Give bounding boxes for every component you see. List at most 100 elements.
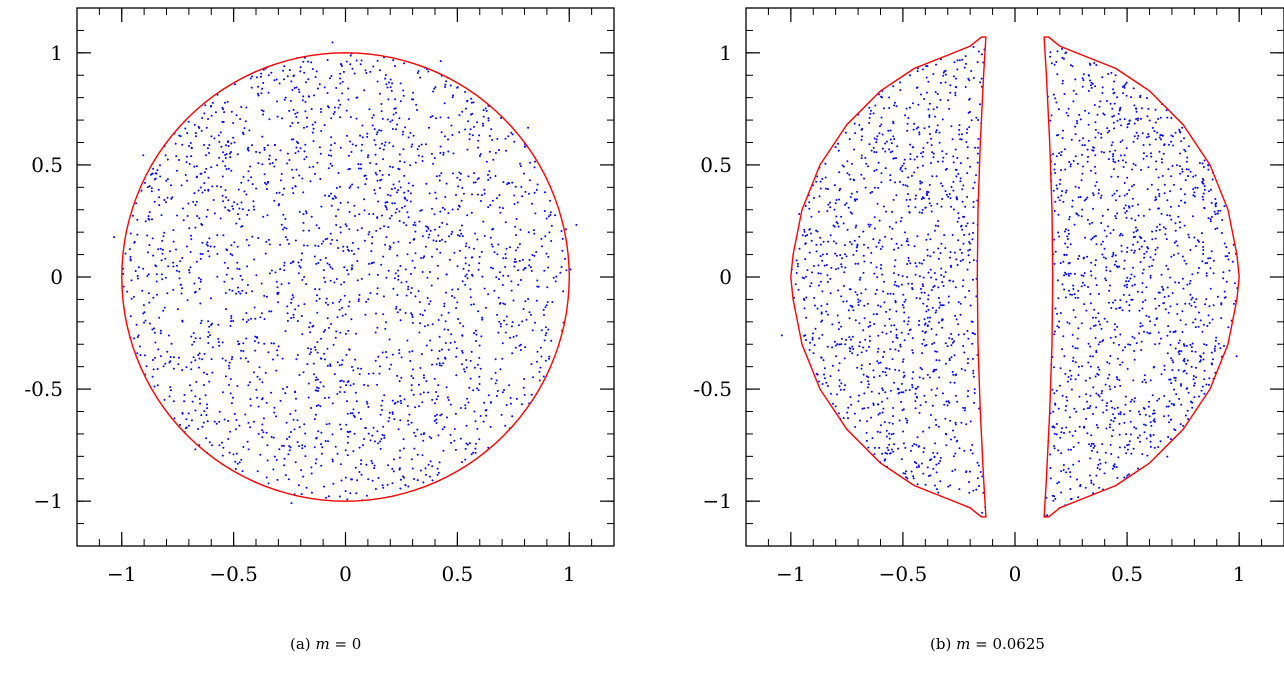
scatter-point — [965, 141, 968, 144]
scatter-point — [301, 333, 304, 336]
scatter-point — [164, 276, 167, 279]
scatter-point — [339, 116, 342, 119]
scatter-point — [1126, 448, 1129, 451]
scatter-point — [442, 153, 445, 156]
scatter-point — [287, 242, 290, 245]
scatter-point — [443, 135, 446, 138]
scatter-point — [1143, 374, 1146, 377]
scatter-point — [854, 319, 857, 322]
scatter-point — [893, 265, 896, 268]
scatter-point — [292, 138, 295, 141]
scatter-point — [419, 313, 422, 316]
scatter-point — [1147, 133, 1150, 136]
scatter-point — [289, 262, 292, 265]
scatter-point — [411, 350, 414, 353]
scatter-point — [930, 137, 933, 140]
scatter-point — [1184, 302, 1187, 305]
scatter-point — [1173, 241, 1176, 244]
scatter-point — [435, 413, 438, 416]
scatter-point — [906, 419, 909, 422]
scatter-point — [928, 114, 931, 117]
scatter-point — [291, 89, 294, 91]
scatter-point — [356, 260, 359, 263]
scatter-point — [1181, 331, 1184, 333]
scatter-point — [384, 243, 387, 246]
scatter-point — [1201, 232, 1203, 235]
scatter-point — [882, 205, 885, 208]
scatter-point — [283, 457, 286, 460]
scatter-point — [1149, 435, 1152, 438]
scatter-point — [543, 191, 546, 194]
scatter-point — [845, 338, 848, 341]
scatter-point — [175, 169, 178, 172]
scatter-point — [804, 205, 807, 207]
scatter-point — [795, 272, 798, 274]
scatter-point — [1094, 316, 1097, 319]
scatter-point — [401, 206, 403, 209]
scatter-point — [1210, 201, 1213, 204]
scatter-point — [530, 393, 533, 396]
scatter-point — [545, 217, 548, 220]
scatter-point — [1133, 350, 1136, 352]
scatter-point — [335, 215, 337, 218]
scatter-point — [1066, 246, 1069, 249]
scatter-point — [150, 190, 153, 193]
scatter-point — [922, 377, 925, 380]
scatter-point — [217, 323, 220, 326]
scatter-point — [1158, 304, 1161, 307]
scatter-point — [1208, 190, 1210, 193]
scatter-point — [299, 147, 302, 150]
scatter-point — [1098, 395, 1101, 398]
scatter-point — [446, 416, 448, 419]
scatter-point — [1206, 325, 1209, 327]
scatter-point — [823, 373, 825, 376]
scatter-point — [460, 199, 463, 202]
scatter-point — [147, 273, 150, 276]
scatter-point — [378, 129, 381, 132]
scatter-point — [419, 76, 422, 79]
scatter-point — [340, 283, 343, 286]
scatter-point — [391, 202, 394, 205]
scatter-point — [398, 456, 401, 459]
scatter-point — [1156, 246, 1159, 249]
scatter-point — [972, 222, 975, 225]
scatter-point — [439, 414, 442, 417]
scatter-point — [428, 233, 431, 236]
scatter-point — [1110, 307, 1113, 309]
scatter-point — [318, 297, 321, 300]
scatter-point — [1134, 219, 1137, 222]
scatter-point — [1112, 158, 1115, 161]
scatter-point — [199, 280, 202, 283]
scatter-point — [922, 147, 925, 149]
scatter-point — [959, 313, 962, 316]
scatter-point — [838, 379, 841, 382]
scatter-point — [1065, 189, 1068, 192]
scatter-point — [314, 288, 317, 291]
scatter-point — [1056, 482, 1059, 485]
scatter-point — [897, 388, 900, 391]
scatter-point — [349, 116, 352, 119]
scatter-point — [921, 283, 924, 286]
scatter-point — [980, 53, 983, 56]
scatter-point — [1189, 279, 1192, 282]
scatter-point — [275, 192, 278, 194]
scatter-point — [926, 65, 929, 68]
scatter-point — [921, 330, 924, 333]
scatter-point — [364, 69, 367, 72]
scatter-point — [1114, 74, 1117, 77]
scatter-point — [932, 108, 935, 111]
scatter-point — [209, 105, 212, 108]
scatter-point — [835, 254, 838, 257]
scatter-point — [922, 338, 925, 341]
scatter-point — [496, 390, 499, 392]
scatter-point — [346, 412, 349, 415]
scatter-point — [375, 312, 377, 315]
scatter-point — [927, 108, 930, 111]
scatter-point — [928, 376, 931, 379]
scatter-point — [329, 279, 332, 282]
scatter-point — [1113, 102, 1116, 105]
scatter-point — [1089, 365, 1092, 368]
scatter-point — [959, 162, 962, 165]
scatter-point — [424, 467, 427, 470]
scatter-point — [368, 273, 371, 276]
